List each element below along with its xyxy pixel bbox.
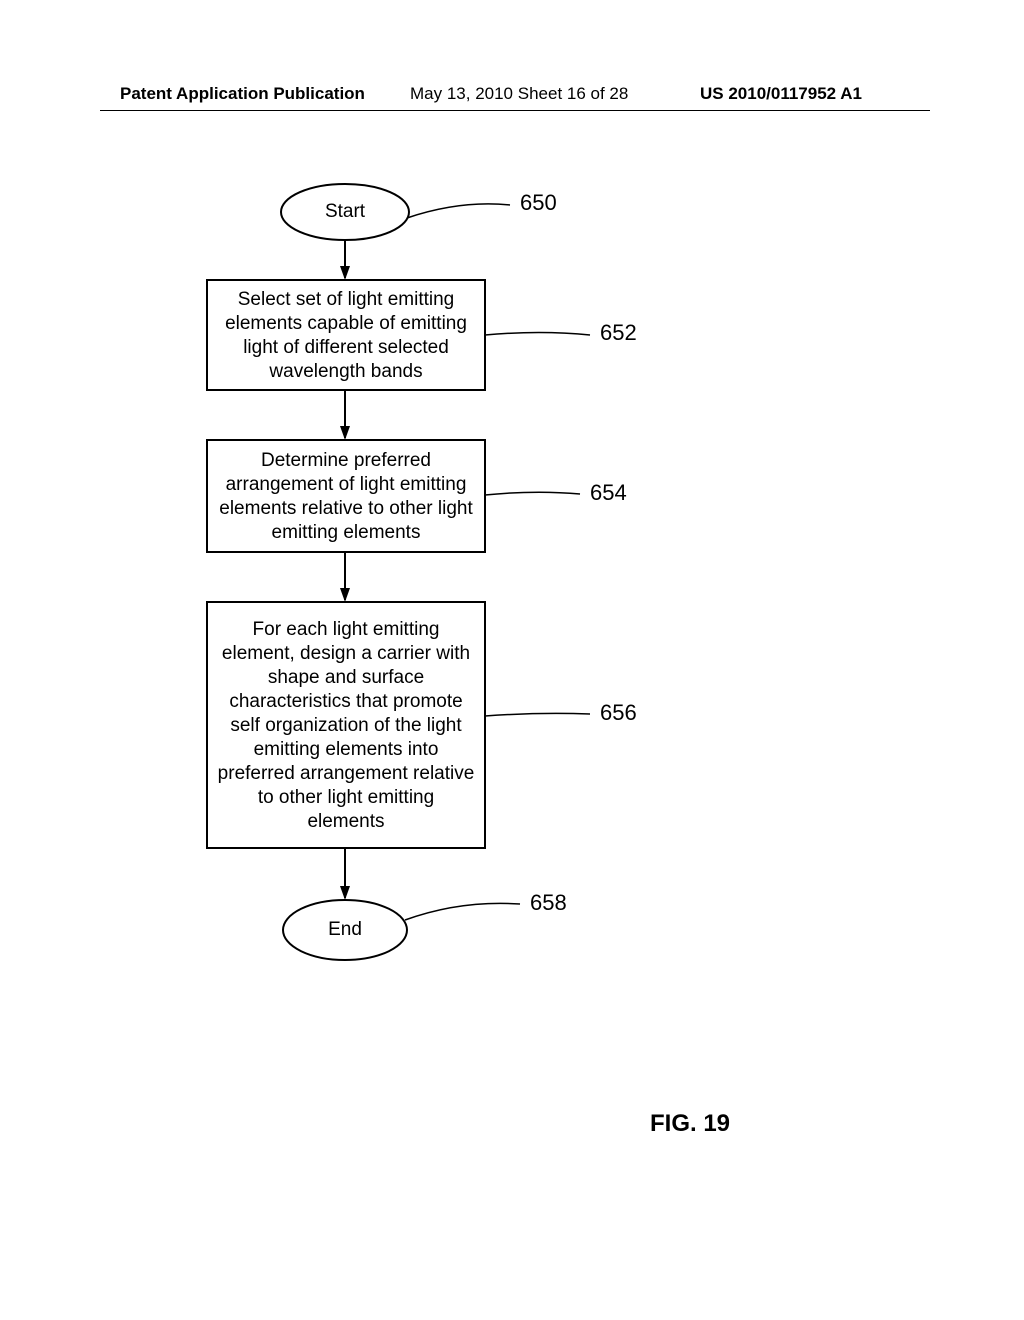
flowchart-diagram: Start Select set of light emitting element… [0, 0, 1024, 1320]
reference-number: 650 [520, 190, 557, 215]
leader-line [485, 333, 590, 336]
flow-node-text: arrangement of light emitting [226, 474, 467, 495]
flow-node-text: elements relative to other light [219, 498, 473, 519]
flow-node-start: Start [281, 184, 409, 240]
flow-node-determine: Determine preferred arrangement of light … [207, 440, 485, 552]
flow-node-text: preferred arrangement relative [218, 763, 475, 784]
flow-node-text: characteristics that promote [229, 691, 462, 712]
flow-node-text: to other light emitting [258, 787, 434, 808]
leader-line [485, 713, 590, 716]
flow-node-text: elements capable of emitting [225, 313, 467, 334]
leader-line [485, 492, 580, 495]
reference-number: 658 [530, 890, 567, 915]
flow-node-text: light of different selected [243, 337, 449, 358]
flow-node-text: Determine preferred [261, 450, 431, 471]
flow-node-text: Select set of light emitting [238, 289, 455, 310]
flow-node-text: self organization of the light [230, 715, 462, 736]
flow-node-select: Select set of light emitting elements cap… [207, 280, 485, 390]
flow-node-text: emitting elements [272, 522, 421, 543]
flow-node-text: shape and surface [268, 667, 424, 688]
flow-node-design: For each light emitting element, design a… [207, 602, 485, 848]
flow-node-text: End [328, 919, 362, 940]
flow-node-text: elements [307, 811, 384, 832]
reference-number: 656 [600, 700, 637, 725]
flow-node-text: element, design a carrier with [222, 643, 470, 664]
leader-line [407, 204, 510, 218]
flow-node-text: For each light emitting [253, 619, 440, 640]
leader-line [405, 903, 520, 920]
flow-node-text: emitting elements into [254, 739, 439, 760]
reference-number: 652 [600, 320, 637, 345]
flow-node-text: Start [325, 201, 366, 222]
flow-node-text: wavelength bands [268, 361, 422, 382]
reference-number: 654 [590, 480, 627, 505]
figure-label: FIG. 19 [650, 1110, 730, 1138]
flow-node-end: End [283, 900, 407, 960]
